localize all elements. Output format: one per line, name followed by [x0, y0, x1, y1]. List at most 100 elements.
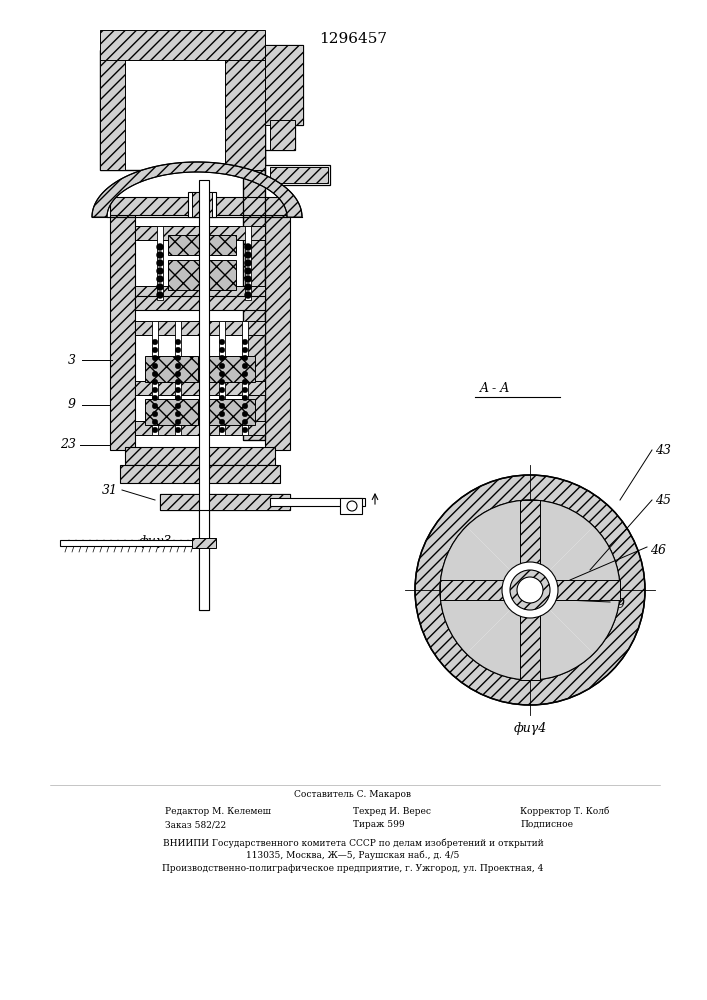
Circle shape — [175, 355, 181, 361]
Bar — [160, 494, 290, 510]
Circle shape — [156, 243, 163, 250]
Bar — [120, 465, 280, 483]
Circle shape — [152, 387, 158, 393]
Polygon shape — [467, 500, 594, 570]
Circle shape — [219, 347, 225, 353]
Circle shape — [156, 275, 163, 282]
Bar — [219, 321, 225, 435]
Circle shape — [175, 347, 181, 353]
Bar — [145, 356, 198, 382]
Bar — [60, 540, 200, 546]
Text: ВНИИПИ Государственного комитета СССР по делам изобретений и открытий: ВНИИПИ Государственного комитета СССР по… — [163, 838, 544, 848]
Circle shape — [152, 395, 158, 401]
Circle shape — [245, 267, 252, 274]
Bar — [192, 192, 212, 217]
Circle shape — [175, 427, 181, 433]
Bar — [135, 421, 265, 435]
Circle shape — [243, 347, 247, 353]
Bar — [125, 447, 275, 465]
Bar — [265, 45, 303, 125]
Bar — [340, 498, 362, 514]
Circle shape — [243, 363, 247, 369]
Bar — [110, 215, 135, 450]
Text: Техред И. Верес: Техред И. Верес — [353, 807, 431, 816]
Text: A - A: A - A — [480, 382, 510, 395]
Bar — [520, 500, 540, 680]
Circle shape — [156, 284, 163, 290]
Circle shape — [156, 259, 163, 266]
Circle shape — [243, 419, 247, 425]
Bar — [135, 286, 265, 300]
Circle shape — [219, 339, 225, 345]
Circle shape — [175, 395, 181, 401]
Bar — [152, 321, 158, 435]
Text: Корректор Т. Колб: Корректор Т. Колб — [520, 807, 609, 816]
Polygon shape — [467, 610, 594, 680]
Bar — [243, 45, 303, 125]
Circle shape — [175, 411, 181, 417]
Text: 9: 9 — [68, 398, 76, 412]
Bar — [243, 45, 265, 440]
Text: Производственно-полиграфическое предприятие, г. Ужгород, ул. Проектная, 4: Производственно-полиграфическое предприя… — [163, 864, 544, 873]
Circle shape — [245, 243, 252, 250]
Circle shape — [415, 475, 645, 705]
Text: 45: 45 — [655, 493, 671, 506]
Bar — [160, 494, 290, 510]
Bar — [202, 356, 255, 382]
Circle shape — [219, 379, 225, 385]
Bar — [192, 538, 216, 548]
Bar — [243, 45, 265, 440]
Circle shape — [219, 403, 225, 409]
Bar — [270, 167, 328, 183]
Bar — [242, 321, 248, 435]
Bar — [135, 296, 265, 310]
Bar — [135, 226, 265, 240]
Circle shape — [510, 570, 550, 610]
Circle shape — [245, 251, 252, 258]
Circle shape — [175, 387, 181, 393]
Bar — [202, 399, 255, 425]
Circle shape — [152, 427, 158, 433]
Circle shape — [219, 371, 225, 377]
Text: 113035, Москва, Ж—5, Раушская наб., д. 4/5: 113035, Москва, Ж—5, Раушская наб., д. 4… — [246, 851, 460, 860]
Circle shape — [156, 292, 163, 298]
Bar — [168, 260, 236, 290]
Circle shape — [243, 427, 247, 433]
Text: Составитель С. Макаров: Составитель С. Макаров — [295, 790, 411, 799]
Bar — [270, 498, 365, 506]
Circle shape — [243, 379, 247, 385]
Circle shape — [175, 419, 181, 425]
Bar — [135, 381, 265, 395]
Circle shape — [219, 411, 225, 417]
Circle shape — [219, 395, 225, 401]
Polygon shape — [550, 526, 620, 654]
Circle shape — [440, 500, 620, 680]
Circle shape — [156, 251, 163, 258]
Bar — [265, 215, 290, 450]
Bar — [157, 226, 163, 300]
Circle shape — [152, 363, 158, 369]
Bar — [199, 510, 209, 610]
Bar — [175, 321, 181, 435]
Bar — [100, 30, 265, 60]
Text: фиγ3: фиγ3 — [139, 535, 172, 548]
Circle shape — [245, 275, 252, 282]
Circle shape — [502, 562, 558, 618]
Text: Тираж 599: Тираж 599 — [353, 820, 404, 829]
Text: 23: 23 — [60, 438, 76, 452]
Circle shape — [152, 347, 158, 353]
Bar — [188, 192, 216, 217]
Circle shape — [243, 411, 247, 417]
Text: Подписное: Подписное — [520, 820, 573, 829]
Circle shape — [152, 355, 158, 361]
Bar — [135, 321, 265, 335]
Circle shape — [245, 284, 252, 290]
Polygon shape — [440, 526, 510, 654]
Bar — [225, 50, 265, 170]
Text: 31: 31 — [102, 484, 118, 496]
Circle shape — [219, 387, 225, 393]
Circle shape — [219, 419, 225, 425]
Bar — [440, 580, 620, 600]
Circle shape — [152, 403, 158, 409]
Circle shape — [175, 379, 181, 385]
